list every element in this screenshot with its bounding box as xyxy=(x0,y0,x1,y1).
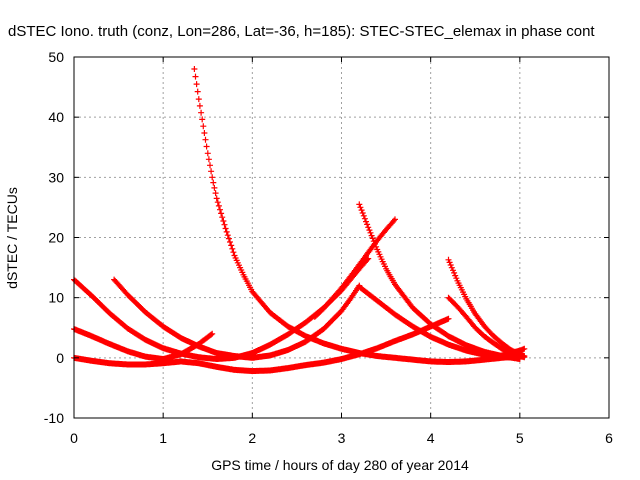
y-tick-label: 30 xyxy=(48,169,64,185)
y-tick-label: 40 xyxy=(48,109,64,125)
series-5 xyxy=(71,315,452,375)
series-1-markers xyxy=(191,66,523,365)
series-7 xyxy=(311,216,398,320)
y-tick-label: 0 xyxy=(56,350,64,366)
x-tick-label: 0 xyxy=(70,430,78,446)
x-axis-label: GPS time / hours of day 280 of year 2014 xyxy=(211,457,469,473)
series-1 xyxy=(191,66,523,365)
x-tick-label: 1 xyxy=(159,430,167,446)
y-axis-label: dSTEC / TECUs xyxy=(4,187,20,289)
y-tick-label: 50 xyxy=(48,49,64,65)
y-tick-label: -10 xyxy=(44,410,64,426)
x-tick-label: 6 xyxy=(605,430,613,446)
y-tick-label: 20 xyxy=(48,230,64,246)
series-11-markers xyxy=(481,345,528,363)
x-tick-label: 5 xyxy=(516,430,524,446)
series-5-markers xyxy=(71,315,452,375)
chart-title: dSTEC Iono. truth (conz, Lon=286, Lat=-3… xyxy=(8,23,595,40)
x-tick-label: 2 xyxy=(248,430,256,446)
axis-ticks: 0 1 2 3 4 5 6 -10 0 10 20 30 40 50 xyxy=(44,49,613,446)
series-2 xyxy=(111,276,363,361)
x-tick-label: 3 xyxy=(338,430,346,446)
series-7-markers xyxy=(311,216,398,320)
y-tick-label: 10 xyxy=(48,290,64,306)
series-11 xyxy=(481,345,528,363)
x-tick-label: 4 xyxy=(427,430,435,446)
data-marks xyxy=(71,66,528,375)
series-2-markers xyxy=(111,276,363,361)
